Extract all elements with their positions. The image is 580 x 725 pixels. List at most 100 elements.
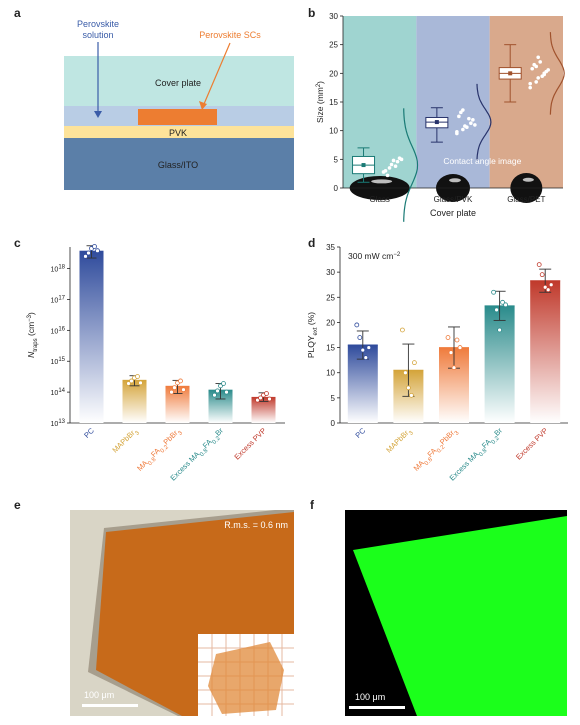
point-d-2-4	[412, 360, 417, 366]
point-c-1-1	[86, 250, 91, 256]
droplet-highlight-3	[522, 177, 534, 182]
droplet-highlight-1	[371, 179, 393, 184]
point-c-2-0	[126, 381, 131, 386]
chart-d-xtick-label: PC	[353, 426, 367, 440]
point-d-3-3	[454, 337, 460, 343]
chart-c-ylabel: Ntraps (cm−3)	[26, 312, 39, 358]
panel-label-b: b	[308, 6, 316, 20]
point-c-5-3	[264, 391, 269, 396]
cover-plate-layer	[64, 56, 294, 106]
chart-d-xtick-label: Excess PVP	[514, 426, 550, 462]
mean-marker-1	[361, 163, 366, 168]
point-b-3-11	[534, 64, 538, 69]
mean-marker-3	[508, 71, 513, 76]
bar-c-2	[122, 379, 147, 423]
point-d-4-1	[494, 307, 500, 313]
point-b-1-7	[391, 158, 396, 163]
point-d-3-1	[448, 350, 454, 355]
chart-d-ytick-label: 15	[326, 344, 335, 353]
point-b-2-3	[469, 121, 473, 126]
scale-label-e: 100 μm	[84, 690, 115, 700]
perovskite-solution-line1: Perovskite	[77, 19, 119, 29]
chart-c-ytick-label: 1018	[51, 265, 66, 274]
point-b-2-5	[457, 114, 461, 119]
panel-label-f: f	[310, 498, 314, 512]
point-c-4-3	[221, 381, 226, 386]
inset-crystal	[208, 642, 284, 714]
point-d-5-0	[536, 262, 542, 268]
point-d-1-0	[354, 322, 360, 328]
chart-b-contact-area: 0 5 10 15 20 25 30 Size (mm2) Glass Glass/PVK Glas…	[315, 12, 565, 222]
micrograph-e: R.m.s. = 0.6 nm 100 μm	[70, 510, 294, 716]
point-c-1-0	[83, 253, 88, 259]
pvk-layer	[64, 126, 294, 138]
power-density-annotation: 300 mW cm−2	[348, 251, 401, 261]
bar-d-5	[530, 280, 561, 423]
point-d-2-1	[403, 370, 408, 376]
chart-b-ylabel: Size (mm2)	[315, 81, 325, 123]
point-d-5-2	[542, 284, 548, 290]
perovskite-solution-line2: solution	[82, 30, 113, 40]
chart-d-xtick-label: MAPbBr3	[384, 426, 415, 457]
point-c-2-4	[138, 380, 143, 386]
chart-b-ytick-label: 20	[329, 69, 338, 78]
panel-label-d: d	[308, 236, 316, 250]
point-c-1-3	[92, 244, 97, 249]
point-b-3-13	[542, 71, 546, 76]
scale-bar-e	[82, 704, 138, 707]
chart-c-ytick-label: 1017	[51, 295, 66, 304]
bar-d-4	[484, 305, 515, 423]
point-c-3-4	[181, 387, 186, 393]
chart-b-ytick-label: 15	[329, 98, 338, 107]
point-b-3-1	[534, 80, 538, 84]
chart-c-xtick-label: MAPbBr3	[110, 426, 141, 457]
point-d-1-1	[357, 335, 363, 340]
pl-crystal	[353, 516, 567, 716]
chart-d-xtick-label: MA0.8FA0.2PbBr3	[412, 426, 461, 475]
point-b-2-9	[473, 123, 477, 127]
rms-label: R.m.s. = 0.6 nm	[224, 520, 288, 530]
scale-label-f: 100 μm	[355, 692, 386, 702]
chart-d-ytick-label: 35	[326, 243, 335, 252]
chart-c-ytick-label: 1015	[51, 357, 66, 366]
point-d-1-4	[366, 345, 372, 350]
point-b-2-7	[465, 125, 469, 130]
point-b-1-3	[395, 159, 400, 164]
point-c-3-1	[172, 385, 177, 391]
point-d-5-3	[545, 287, 551, 293]
point-d-2-3	[409, 392, 414, 398]
point-b-3-8	[540, 74, 544, 78]
point-c-4-1	[215, 388, 220, 394]
chart-d-ytick-label: 30	[326, 268, 335, 277]
point-d-1-3	[363, 355, 369, 361]
point-b-1-6	[385, 173, 390, 178]
scale-bar-f	[349, 706, 405, 709]
distribution-curve-2	[476, 83, 492, 161]
point-c-2-3	[135, 374, 140, 379]
scs-arrow	[203, 42, 231, 105]
point-b-1-8	[393, 164, 398, 169]
contact-angle-annotation: Contact angle image	[443, 156, 521, 166]
point-d-4-2	[497, 327, 503, 333]
panel-label-e: e	[14, 498, 21, 512]
chart-c-ytick-label: 1013	[51, 419, 66, 428]
point-c-5-4	[267, 396, 272, 402]
chart-d-plqy: 0 5 10 15 20 25 30 35 PLQYext (%) 300 mW cm−2 PC MA…	[306, 243, 568, 483]
distribution-curve-3	[549, 32, 565, 115]
point-d-4-4	[503, 302, 509, 308]
mean-marker-2	[434, 120, 439, 125]
bar-c-1	[79, 250, 104, 423]
chart-b-xlabel: Cover plate	[430, 208, 476, 218]
point-b-3-2	[536, 76, 540, 80]
point-b-1-2	[389, 162, 394, 167]
distribution-curve-1	[403, 108, 419, 222]
point-b-3-9	[546, 68, 550, 72]
glass-ito-label: Glass/ITO	[158, 160, 198, 170]
point-b-3-12	[536, 55, 540, 60]
chart-c-trap-density: 1013 1014 1015 1016 1017 1018 Ntraps (cm−3) PC M…	[26, 244, 285, 483]
panel-a-schematic: Perovskite solution Perovskite SCs Cover…	[64, 19, 294, 190]
point-c-1-4	[95, 248, 100, 254]
glass-ito-layer	[64, 138, 294, 190]
point-d-3-0	[445, 335, 451, 340]
chart-b-xtick-label: Glass/PET	[507, 195, 545, 204]
